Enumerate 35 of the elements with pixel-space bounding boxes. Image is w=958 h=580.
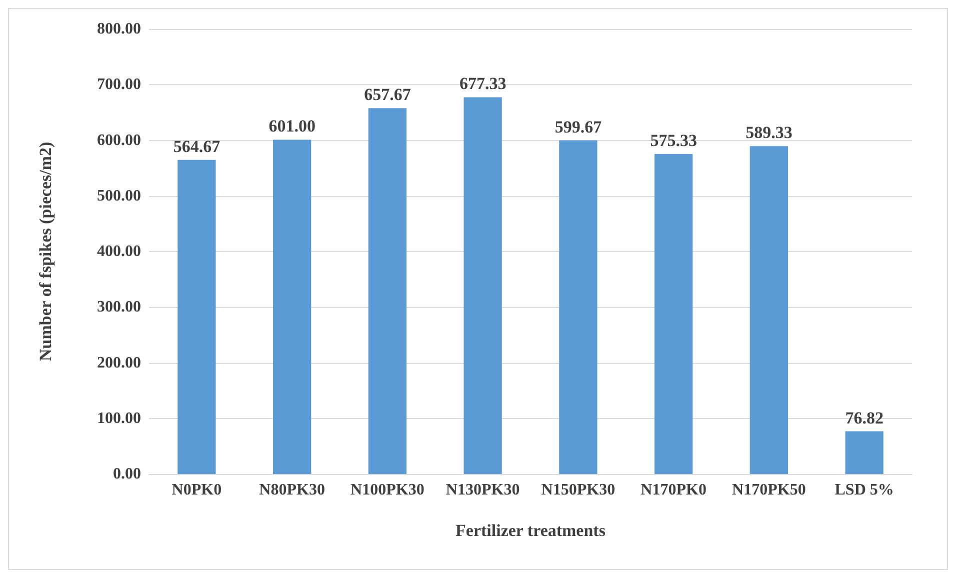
bar [178, 160, 216, 474]
x-tick-label: N150PK30 [541, 482, 616, 498]
y-tick-label: 500.00 [97, 187, 141, 204]
data-label: 564.67 [173, 136, 221, 156]
bar [750, 146, 788, 474]
data-label: 575.33 [650, 130, 697, 150]
y-tick-label: 100.00 [97, 410, 141, 427]
bar [368, 108, 407, 474]
y-tick-label: 300.00 [97, 298, 141, 316]
x-axis-title: Fertilizer treatments [456, 521, 606, 540]
bar [654, 154, 693, 474]
data-label: 677.33 [459, 74, 506, 94]
x-tick-label: N130PK30 [446, 482, 520, 498]
y-tick-label: 600.00 [97, 132, 141, 149]
data-label: 589.33 [746, 123, 792, 142]
y-tick-label: 800.00 [97, 20, 141, 38]
x-tick-label: N170PK50 [732, 482, 806, 498]
y-tick-label: 400.00 [97, 243, 141, 260]
x-tick-label: LSD 5% [834, 482, 894, 498]
y-axis-title: Number of fspikes (pieces/m2) [36, 142, 55, 362]
y-tick-label: 200.00 [97, 354, 141, 372]
y-tick-label: 700.00 [97, 76, 141, 94]
y-tick-label: 0.00 [113, 466, 141, 482]
data-label: 599.67 [554, 117, 602, 136]
x-tick-label: N170PK0 [640, 482, 706, 498]
x-tick-label: N100PK30 [350, 482, 424, 498]
bar [559, 140, 598, 474]
data-label: 76.82 [845, 408, 884, 428]
bar [464, 97, 502, 474]
data-label: 601.00 [268, 116, 316, 136]
x-tick-label: N80PK30 [259, 482, 325, 498]
bar [272, 140, 312, 474]
x-tick-label: N0PK0 [172, 482, 222, 498]
bar [845, 431, 884, 474]
data-label: 657.67 [364, 85, 412, 104]
